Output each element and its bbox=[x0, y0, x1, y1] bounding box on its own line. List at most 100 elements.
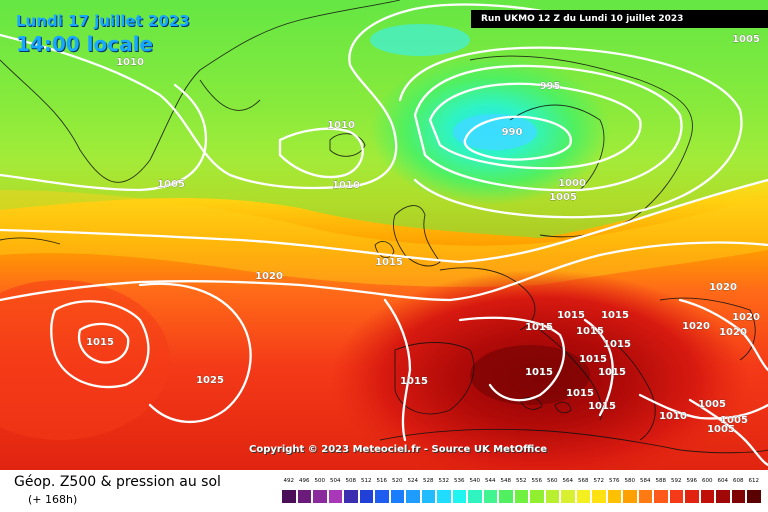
legend-color-swatch bbox=[731, 490, 745, 503]
legend-color-swatch bbox=[282, 490, 296, 503]
copyright-notice: Copyright © 2023 Meteociel.fr - Source U… bbox=[249, 444, 548, 455]
isobars bbox=[0, 3, 768, 467]
legend-color-swatch bbox=[514, 490, 528, 503]
legend-color-swatch bbox=[483, 490, 497, 503]
isobar-value-label: 1020 bbox=[732, 312, 760, 323]
forecast-lead-time: (+ 168h) bbox=[28, 493, 78, 506]
low-pressure-inner bbox=[453, 114, 537, 150]
isobar-value-label: 1020 bbox=[255, 271, 283, 282]
isobar-1015-med bbox=[458, 316, 565, 402]
legend-color-swatch bbox=[638, 490, 652, 503]
legend-color-swatch bbox=[313, 490, 327, 503]
heat-dome-core bbox=[470, 345, 590, 405]
isobar-value-label: 1015 bbox=[601, 310, 629, 321]
legend-color-swatch bbox=[747, 490, 761, 503]
isobar-990 bbox=[463, 115, 572, 161]
isobar-value-label: 1015 bbox=[603, 339, 631, 350]
legend-value-label: 580 bbox=[624, 478, 636, 484]
isobar-value-label: 1015 bbox=[588, 401, 616, 412]
legend-color-swatch bbox=[406, 490, 420, 503]
isobar-value-label: 1015 bbox=[525, 367, 553, 378]
legend-value-label: 588 bbox=[655, 478, 667, 484]
isobar-value-label: 1015 bbox=[576, 326, 604, 337]
isobar-1015 bbox=[0, 178, 768, 264]
isobar-value-label: 1025 bbox=[196, 375, 224, 386]
legend-value-label: 560 bbox=[547, 478, 558, 484]
isobar-value-label: 1015 bbox=[579, 354, 607, 365]
legend-value-label: 516 bbox=[376, 478, 388, 484]
isobar-1025 bbox=[138, 282, 252, 423]
isobar-1005-east bbox=[688, 398, 768, 467]
legend-color-swatch bbox=[592, 490, 606, 503]
legend-value-label: 504 bbox=[330, 478, 341, 484]
legend-value-label: 552 bbox=[516, 478, 527, 484]
isobar-value-label: 1005 bbox=[549, 192, 577, 203]
isobar-value-label: 1015 bbox=[525, 322, 553, 333]
legend-color-swatch bbox=[545, 490, 559, 503]
isobar-1005-west bbox=[0, 83, 208, 192]
legend-value-label: 564 bbox=[562, 478, 574, 484]
isobar-value-label: 990 bbox=[502, 127, 523, 138]
isobar-value-label: 1020 bbox=[709, 282, 737, 293]
legend-color-swatch bbox=[499, 490, 513, 503]
isobar-value-label: 1020 bbox=[719, 327, 747, 338]
legend-color-swatch bbox=[700, 490, 714, 503]
legend-value-label: 512 bbox=[361, 478, 372, 484]
legend-color-swatch bbox=[297, 490, 311, 503]
legend-color-swatch bbox=[390, 490, 404, 503]
legend-value-label: 556 bbox=[531, 478, 543, 484]
legend-color-swatch bbox=[530, 490, 544, 503]
isobar-value-label: 1005 bbox=[698, 399, 726, 410]
legend-color-swatch bbox=[716, 490, 730, 503]
isobar-1005-north bbox=[398, 46, 743, 219]
legend-value-label: 568 bbox=[578, 478, 589, 484]
legend-value-label: 576 bbox=[609, 478, 620, 484]
model-run-label: Run UKMO 12 Z du Lundi 10 juillet 2023 bbox=[471, 10, 768, 28]
legend-value-label: 584 bbox=[640, 478, 651, 484]
legend-value-label: 500 bbox=[314, 478, 326, 484]
isobar-1020 bbox=[0, 241, 768, 302]
legend-color-swatch bbox=[359, 490, 373, 503]
legend-value-label: 532 bbox=[438, 478, 450, 484]
isobar-value-label: 1015 bbox=[598, 367, 626, 378]
legend-value-label: 612 bbox=[748, 478, 760, 484]
forecast-date: Lundi 17 juillet 2023 bbox=[16, 12, 190, 30]
isobar-value-label: 1005 bbox=[732, 34, 760, 45]
isobar-value-label: 1015 bbox=[557, 310, 585, 321]
legend-color-swatch bbox=[623, 490, 637, 503]
legend-color-swatch bbox=[576, 490, 590, 503]
isobar-1015-iberia bbox=[383, 298, 412, 442]
isobar-1020-east bbox=[678, 298, 768, 372]
isobar-1020-ring bbox=[50, 300, 150, 389]
legend-value-label: 508 bbox=[345, 478, 357, 484]
legend-value-label: 596 bbox=[686, 478, 698, 484]
legend-value-label: 492 bbox=[283, 478, 295, 484]
legend-color-swatch bbox=[654, 490, 668, 503]
legend-value-label: 600 bbox=[702, 478, 713, 484]
legend-value-label: 548 bbox=[500, 478, 512, 484]
legend-color-swatch bbox=[437, 490, 451, 503]
legend-color-swatch bbox=[607, 490, 621, 503]
isobar-value-label: 1015 bbox=[86, 337, 114, 348]
isobar-value-label: 1005 bbox=[720, 415, 748, 426]
legend-value-label: 608 bbox=[733, 478, 744, 484]
isobar-value-label: 1000 bbox=[558, 178, 586, 189]
isobar-value-label: 1010 bbox=[659, 411, 687, 422]
legend-color-swatch bbox=[669, 490, 683, 503]
legend-color-swatch bbox=[328, 490, 342, 503]
isobar-value-label: 1010 bbox=[116, 57, 144, 68]
isobar-value-label: 1015 bbox=[375, 257, 403, 268]
isobar-value-label: 1010 bbox=[332, 180, 360, 191]
cyan-patch-north bbox=[370, 24, 470, 56]
legend-value-label: 604 bbox=[717, 478, 729, 484]
isobar-value-label: 1005 bbox=[157, 179, 185, 190]
coastlines bbox=[0, 0, 768, 454]
map-footer: Géop. Z500 & pression au sol (+ 168h) 49… bbox=[0, 470, 768, 512]
forecast-time: 14:00 locale bbox=[16, 32, 153, 56]
legend-color-swatch bbox=[375, 490, 389, 503]
isobar-labels: 1010101010101005995990100010051005101510… bbox=[86, 34, 760, 435]
legend-value-label: 536 bbox=[454, 478, 465, 484]
legend-value-label: 496 bbox=[299, 478, 310, 484]
isobar-value-label: 1015 bbox=[566, 388, 594, 399]
